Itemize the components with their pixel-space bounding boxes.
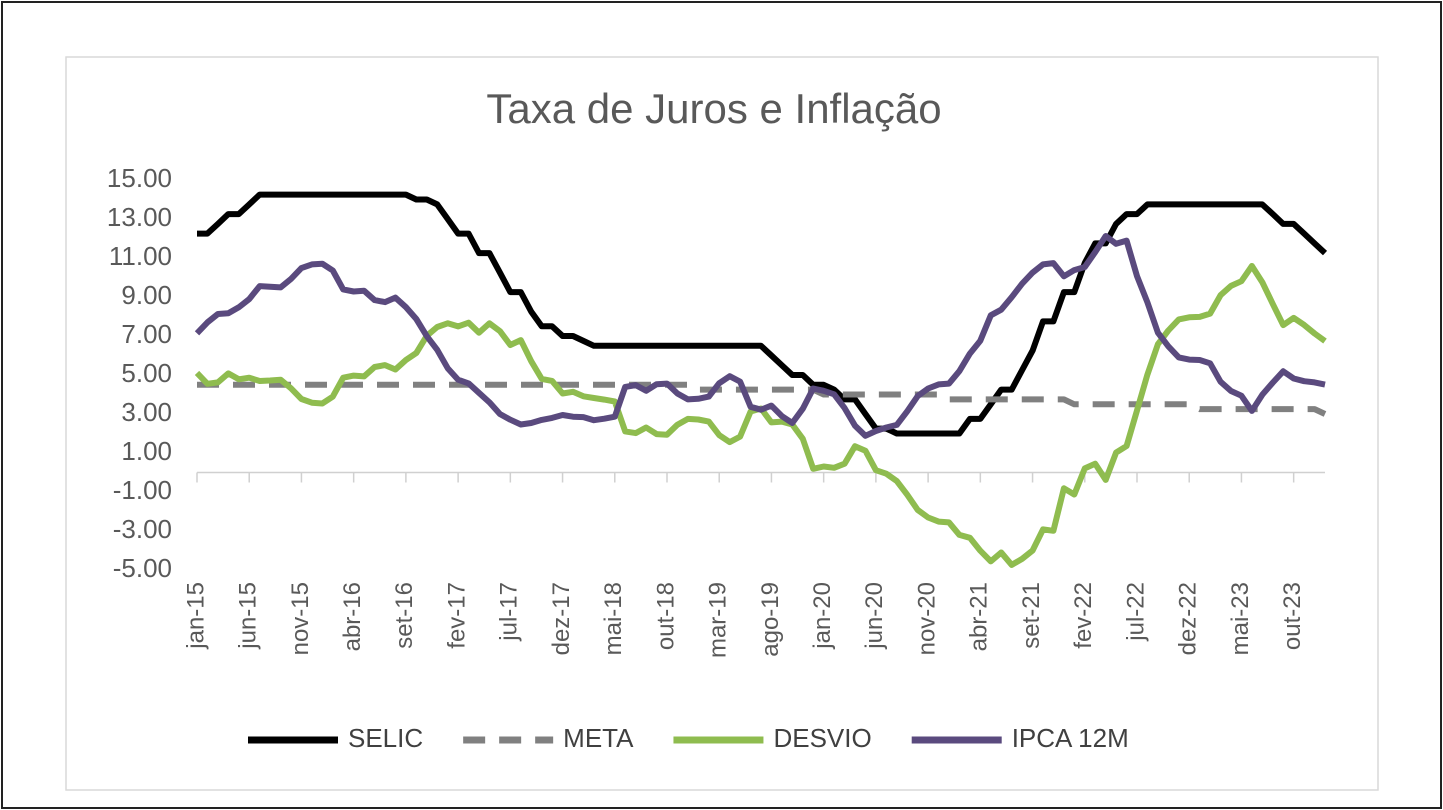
y-tick-label: -1.00: [113, 475, 172, 505]
y-tick-label: -5.00: [113, 553, 172, 583]
x-tick-label: mai-18: [600, 582, 627, 655]
x-tick-label: mar-19: [705, 582, 732, 658]
legend-label: IPCA 12M: [1012, 723, 1129, 753]
x-tick-label: fev-22: [1070, 582, 1097, 649]
x-tick-label: out-23: [1279, 582, 1306, 650]
y-tick-label: 11.00: [109, 241, 172, 271]
y-tick-label: 9.00: [121, 280, 172, 310]
x-tick-label: abr-21: [966, 582, 993, 651]
y-tick-label: 15.00: [107, 163, 172, 193]
x-tick-label: fev-17: [443, 582, 470, 649]
line-series: [197, 191, 1328, 437]
y-tick-label: 3.00: [121, 397, 172, 427]
x-tick-label: jan-15: [182, 582, 209, 650]
x-tick-label: set-21: [1018, 582, 1045, 649]
y-tick-label: 1.00: [121, 436, 172, 466]
legend-label: DESVIO: [773, 723, 871, 753]
x-tick-label: abr-16: [339, 582, 366, 651]
legend-label: META: [563, 723, 634, 753]
line-series: [194, 233, 1326, 439]
x-tick-label: mai-23: [1227, 582, 1254, 655]
x-tick-label: nov-15: [287, 582, 314, 655]
y-tick-label: 13.00: [107, 202, 172, 232]
x-tick-label: ago-19: [757, 582, 784, 657]
x-tick-label: jul-17: [496, 582, 523, 642]
chart-title: Taxa de Juros e Inflação: [486, 85, 941, 132]
y-tick-label: -3.00: [113, 514, 172, 544]
y-tick-label: 7.00: [121, 319, 172, 349]
x-tick-label: jun-15: [235, 582, 262, 650]
x-tick-label: jul-22: [1122, 582, 1149, 642]
x-tick-label: jan-20: [809, 582, 836, 650]
chart-area: [65, 56, 1379, 791]
x-tick-label: jun-20: [861, 582, 888, 650]
x-tick-label: nov-20: [913, 582, 940, 655]
y-tick-label: 5.00: [121, 358, 172, 388]
legend-label: SELIC: [348, 723, 423, 753]
x-tick-label: dez-22: [1175, 582, 1202, 655]
x-tick-label: set-16: [391, 582, 418, 649]
x-tick-label: dez-17: [548, 582, 575, 655]
x-tick-label: out-18: [652, 582, 679, 650]
